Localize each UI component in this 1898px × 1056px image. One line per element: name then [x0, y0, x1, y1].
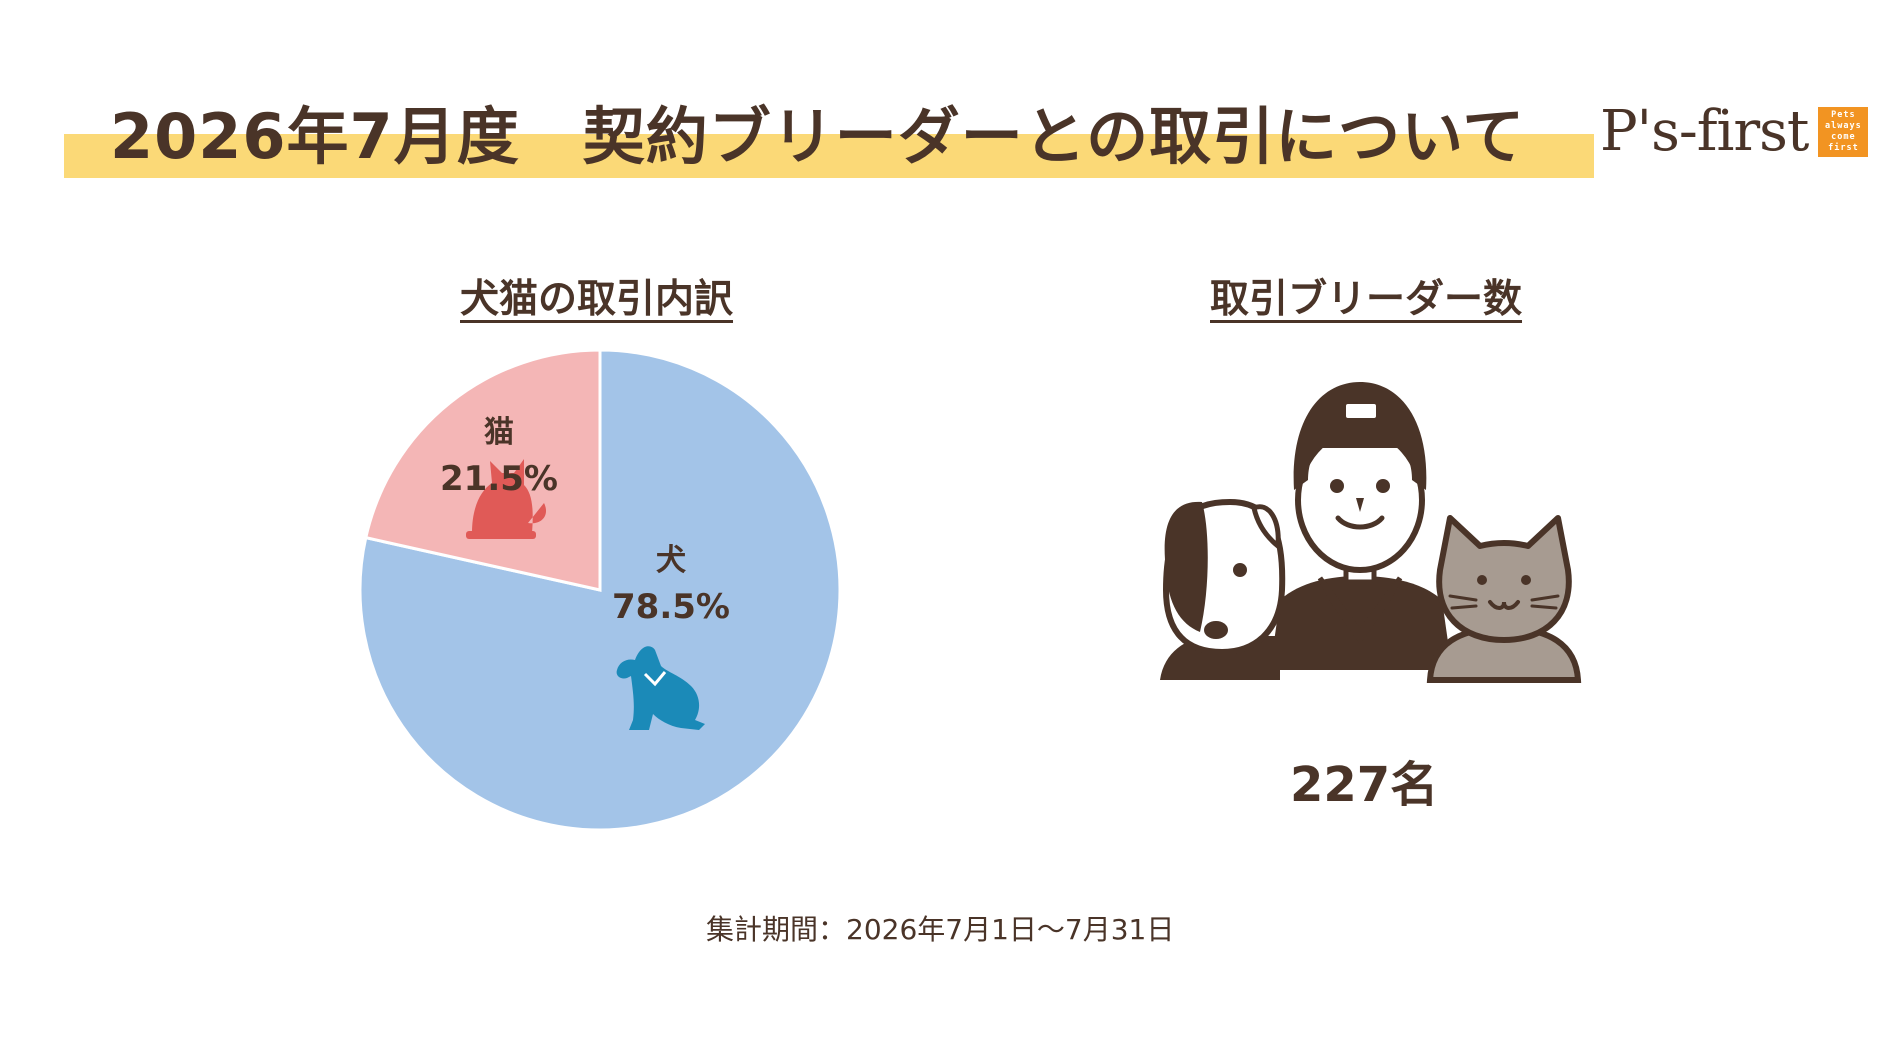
person-eye-right: [1376, 479, 1390, 493]
cat-eye-left: [1477, 575, 1487, 585]
pie-section-title: 犬猫の取引内訳: [460, 277, 734, 322]
cat-eye-right: [1521, 575, 1531, 585]
pie-label-cat-value: 21.5%: [440, 459, 558, 499]
company-logo: P's-first Pets always come first: [1600, 98, 1869, 166]
logo-box-line: come: [1831, 132, 1856, 142]
pie-slice-cat: [363, 348, 602, 592]
person-nose: [1356, 498, 1364, 512]
cat-whiskers: [1448, 594, 1560, 610]
logo-box-line: first: [1828, 143, 1859, 153]
dog-silhouette-icon: [616, 646, 705, 730]
dog-ear-patch: [1164, 501, 1208, 632]
aggregation-period: 集計期間：2026年7月1日～7月31日: [706, 913, 1175, 946]
pie-label-cat-category: 猫: [484, 415, 514, 450]
cap-badge: [1346, 404, 1376, 418]
breeder-with-pets-illustration: [1160, 382, 1582, 683]
cat-silhouette-icon: [466, 459, 547, 539]
cat-head: [1436, 515, 1572, 643]
logo-box-line: always: [1825, 121, 1862, 131]
breeder-count-section-title: 取引ブリーダー数: [1210, 277, 1523, 322]
pie-slice-dog: [358, 348, 842, 832]
dog-eye: [1233, 563, 1247, 577]
pie-label-dog-category: 犬: [656, 543, 686, 578]
logo-box-line: Pets: [1831, 110, 1856, 120]
dog-nose: [1204, 621, 1228, 639]
pie-slices: [358, 348, 842, 832]
person-eye-left: [1330, 479, 1344, 493]
person-collar: [1317, 576, 1403, 645]
logo-text: P's-first: [1600, 99, 1809, 164]
pie-chart: 猫 21.5% 犬 78.5%: [358, 348, 842, 832]
pie-label-dog-value: 78.5%: [612, 587, 730, 627]
dog-ear-right: [1251, 504, 1281, 551]
person-cap: [1293, 382, 1427, 490]
title-highlight-band: [64, 134, 1594, 178]
logo-box: Pets always come first: [1818, 107, 1869, 157]
breeder-count: 227名: [1290, 757, 1439, 813]
page-title: 2026年7月度 契約ブリーダーとの取引について: [110, 100, 1526, 173]
cat-mouth: [1488, 600, 1520, 610]
person-torso: [1270, 576, 1452, 670]
person-mouth: [1335, 515, 1385, 530]
